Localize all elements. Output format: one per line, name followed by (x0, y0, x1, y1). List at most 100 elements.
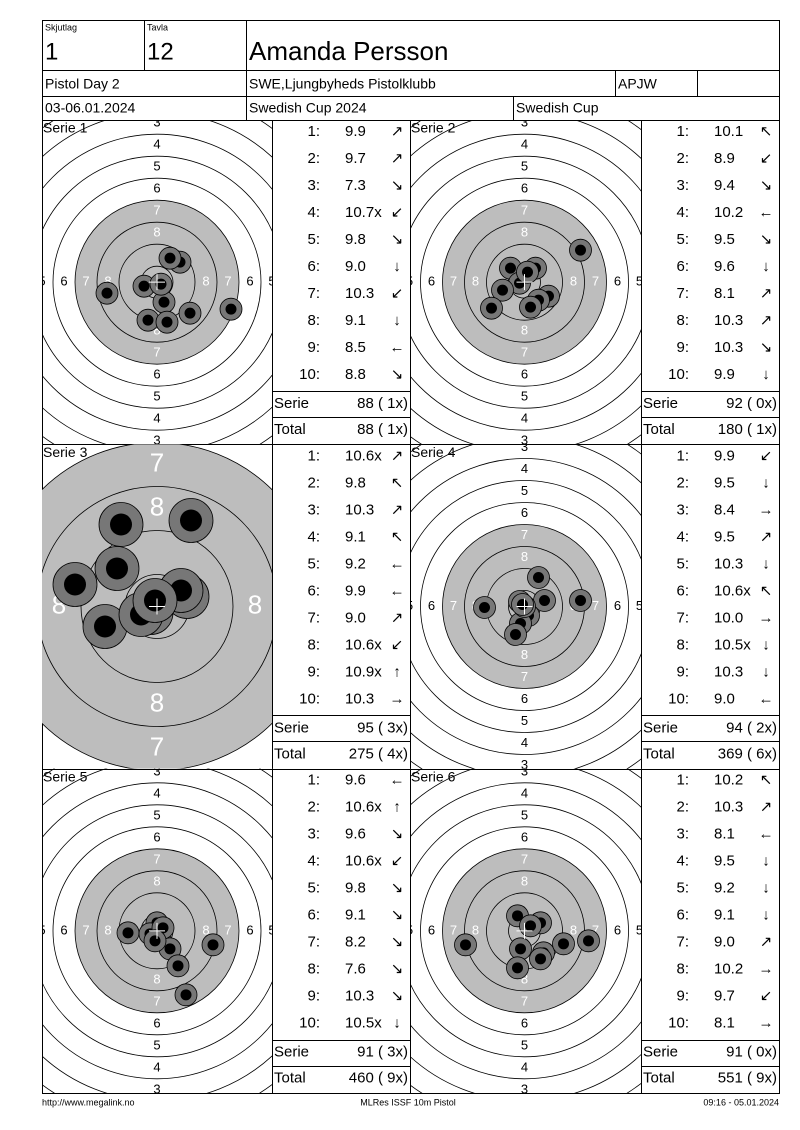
shot-direction: ← (759, 690, 774, 707)
shot-center (225, 303, 237, 315)
serie-score: 91 ( 3x) (357, 1044, 408, 1061)
ring-label: 7 (292, 589, 306, 619)
shot-score: 9.4 (714, 177, 735, 194)
shot-direction: ↘ (391, 826, 404, 843)
shot-number: 3: (307, 501, 320, 518)
shot-number: 2: (307, 150, 320, 167)
center-cross (149, 598, 165, 615)
ring-label: 6 (521, 181, 528, 196)
serie-score: 91 ( 0x) (726, 1044, 777, 1061)
ring-label: 4 (153, 785, 160, 800)
shot-number: 1: (307, 447, 320, 464)
shot-score: 9.5 (714, 474, 735, 491)
shot-score: 10.2 (714, 961, 743, 978)
ring-label: 4 (521, 1059, 528, 1074)
shot-center (64, 573, 86, 596)
shot-direction: ↘ (391, 988, 404, 1005)
series-title: Serie 3 (43, 444, 88, 460)
ring-label: 8 (521, 323, 528, 338)
shot-score: 9.8 (345, 231, 366, 248)
ring-label: 8 (202, 274, 209, 289)
ring-label: 7 (153, 203, 160, 218)
shot-number: 9: (307, 988, 320, 1005)
ring (410, 782, 641, 1080)
shot-number: 9: (676, 988, 689, 1005)
shot-score: 9.0 (345, 609, 366, 626)
ring-label: 7 (592, 922, 599, 937)
ring-label: 6 (521, 691, 528, 706)
serie-score: 88 ( 1x) (357, 395, 408, 412)
ring-label: 5 (406, 598, 413, 613)
shot-direction: ↖ (391, 528, 404, 545)
ring-label: 8 (570, 274, 577, 289)
shot-center (510, 628, 521, 640)
shot-number: 10: (299, 366, 320, 383)
date: 03-06.01.2024 (45, 100, 136, 116)
shot-score: 8.9 (714, 150, 735, 167)
shot-center (525, 301, 536, 313)
ring-label: 3 (521, 1081, 528, 1096)
shot-number: 2: (676, 799, 689, 816)
serie-label: Serie (643, 719, 678, 736)
shot-direction: ↓ (762, 555, 770, 572)
shot-score: 10.1 (714, 123, 743, 140)
ring-label: 5 (521, 159, 528, 174)
event: Pistol Day 2 (45, 76, 120, 92)
ring-label: 7 (521, 851, 528, 866)
ring-label: 8 (153, 873, 160, 888)
ring-label: 5 (153, 159, 160, 174)
shot-direction: ↘ (760, 231, 773, 248)
shot-number: 7: (676, 934, 689, 951)
shot-center (539, 594, 550, 606)
ring (410, 458, 641, 755)
shot-number: 6: (676, 907, 689, 924)
shot-direction: ↖ (760, 582, 773, 599)
ring-label: 5 (521, 389, 528, 404)
shot-direction: ↙ (391, 636, 404, 653)
ring-label: 8 (521, 647, 528, 662)
shot-score: 9.1 (345, 528, 366, 545)
ring-label: 8 (472, 274, 479, 289)
ring-label: 4 (658, 598, 665, 613)
ring-label: 5 (268, 274, 275, 289)
shot-direction: ↘ (391, 934, 404, 951)
shot-center (512, 962, 523, 974)
shot-direction: ↘ (391, 177, 404, 194)
shot-score: 9.6 (345, 772, 366, 789)
shot-number: 6: (307, 907, 320, 924)
shot-direction: ↗ (391, 150, 404, 167)
shot-number: 1: (676, 772, 689, 789)
shot-number: 8: (307, 961, 320, 978)
total-label: Total (274, 745, 306, 762)
shot-direction: ↗ (391, 123, 404, 140)
shot-direction: ↓ (762, 474, 770, 491)
ring-label: 8 (150, 687, 164, 717)
shot-score: 9.5 (714, 231, 735, 248)
shot-score: 10.3 (714, 339, 743, 356)
ring (410, 133, 641, 431)
shot-number: 3: (307, 177, 320, 194)
total-label: Total (643, 421, 675, 438)
ring (52, 826, 262, 1036)
shot-number: 9: (307, 339, 320, 356)
shot-direction: ↓ (762, 853, 770, 870)
ring-label: 5 (636, 922, 643, 937)
ring (410, 480, 641, 733)
ring-label: 6 (153, 1015, 160, 1030)
series-title: Serie 1 (43, 120, 88, 136)
shot-score: 10.3 (345, 285, 374, 302)
shot-direction: ← (390, 582, 405, 599)
shot-center (460, 939, 471, 951)
shot-direction: ↘ (391, 366, 404, 383)
shot-direction: ↖ (760, 123, 773, 140)
shot-score: 10.6x (345, 799, 382, 816)
ring (42, 782, 272, 1080)
ring-label: 3 (153, 1081, 160, 1096)
shot-direction: ↙ (760, 447, 773, 464)
shot-direction: ↙ (391, 853, 404, 870)
shot-center (486, 302, 497, 314)
shot-number: 9: (676, 663, 689, 680)
